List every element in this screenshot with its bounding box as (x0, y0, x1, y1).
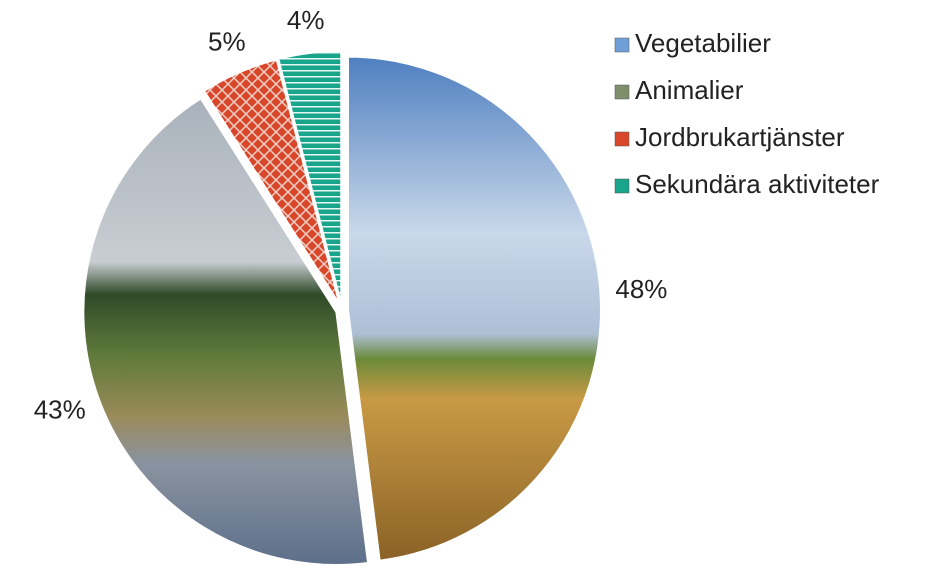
data-label: 43% (34, 394, 86, 424)
legend-swatch (615, 132, 629, 146)
pie-slice (348, 57, 601, 561)
legend-label: Animalier (635, 75, 744, 105)
legend-label: Sekundära aktiviteter (635, 169, 880, 199)
legend-label: Jordbrukartjänster (635, 122, 845, 152)
data-label: 48% (615, 274, 667, 304)
legend-swatch (615, 38, 629, 52)
data-label: 4% (287, 5, 325, 35)
legend-swatch (615, 85, 629, 99)
legend-label: Vegetabilier (635, 28, 771, 58)
legend-swatch (615, 179, 629, 193)
chart: 48% 43% 5% 4% Vegetabilier Animalier Jordbruka… (0, 0, 926, 571)
data-label: 5% (208, 27, 246, 57)
